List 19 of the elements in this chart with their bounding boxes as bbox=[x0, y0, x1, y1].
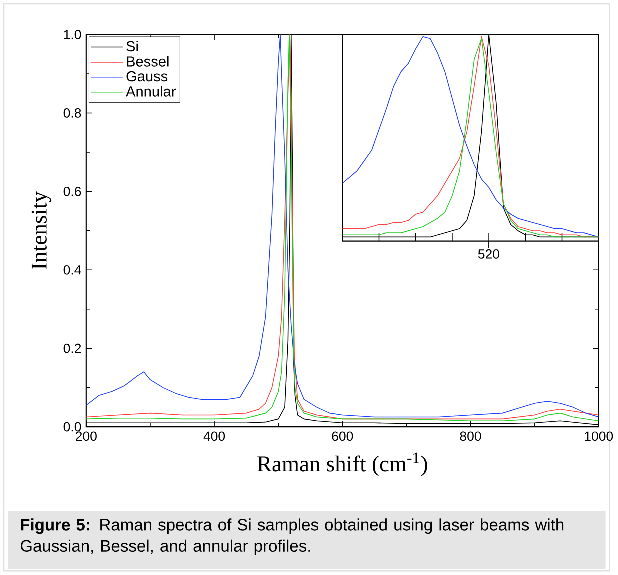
x-tick-label: 1000 bbox=[585, 432, 614, 442]
x-tick-label: 200 bbox=[76, 432, 97, 442]
x-axis-title: Raman shift (cm$^{-1}$) bbox=[258, 452, 428, 476]
text: Figure 5: Raman spectra of Si samples obtained using laser beams with Gaussian, Bessel, and annular profiles. bbox=[20, 518, 564, 556]
legend-label: Si bbox=[126, 40, 138, 52]
y-tick-label: 0.0 bbox=[64, 422, 82, 432]
x-tick-label: 600 bbox=[332, 432, 354, 442]
y-tick-label: 0.6 bbox=[64, 186, 82, 196]
legend-label: Annular bbox=[126, 86, 176, 97]
y-axis-title: Intensity bbox=[32, 192, 52, 270]
legend-label: Bessel bbox=[127, 56, 169, 67]
y-tick-label: 0.8 bbox=[64, 108, 82, 118]
x-tick-label: 800 bbox=[460, 432, 482, 442]
y-tick-label: 1.0 bbox=[64, 30, 82, 40]
x-tick-label: 400 bbox=[204, 432, 226, 442]
y-tick-label: 0.4 bbox=[64, 265, 82, 275]
annotation: 520 bbox=[478, 250, 500, 259]
legend-label: Gauss bbox=[126, 71, 168, 82]
y-tick-label: 0.2 bbox=[64, 344, 82, 354]
